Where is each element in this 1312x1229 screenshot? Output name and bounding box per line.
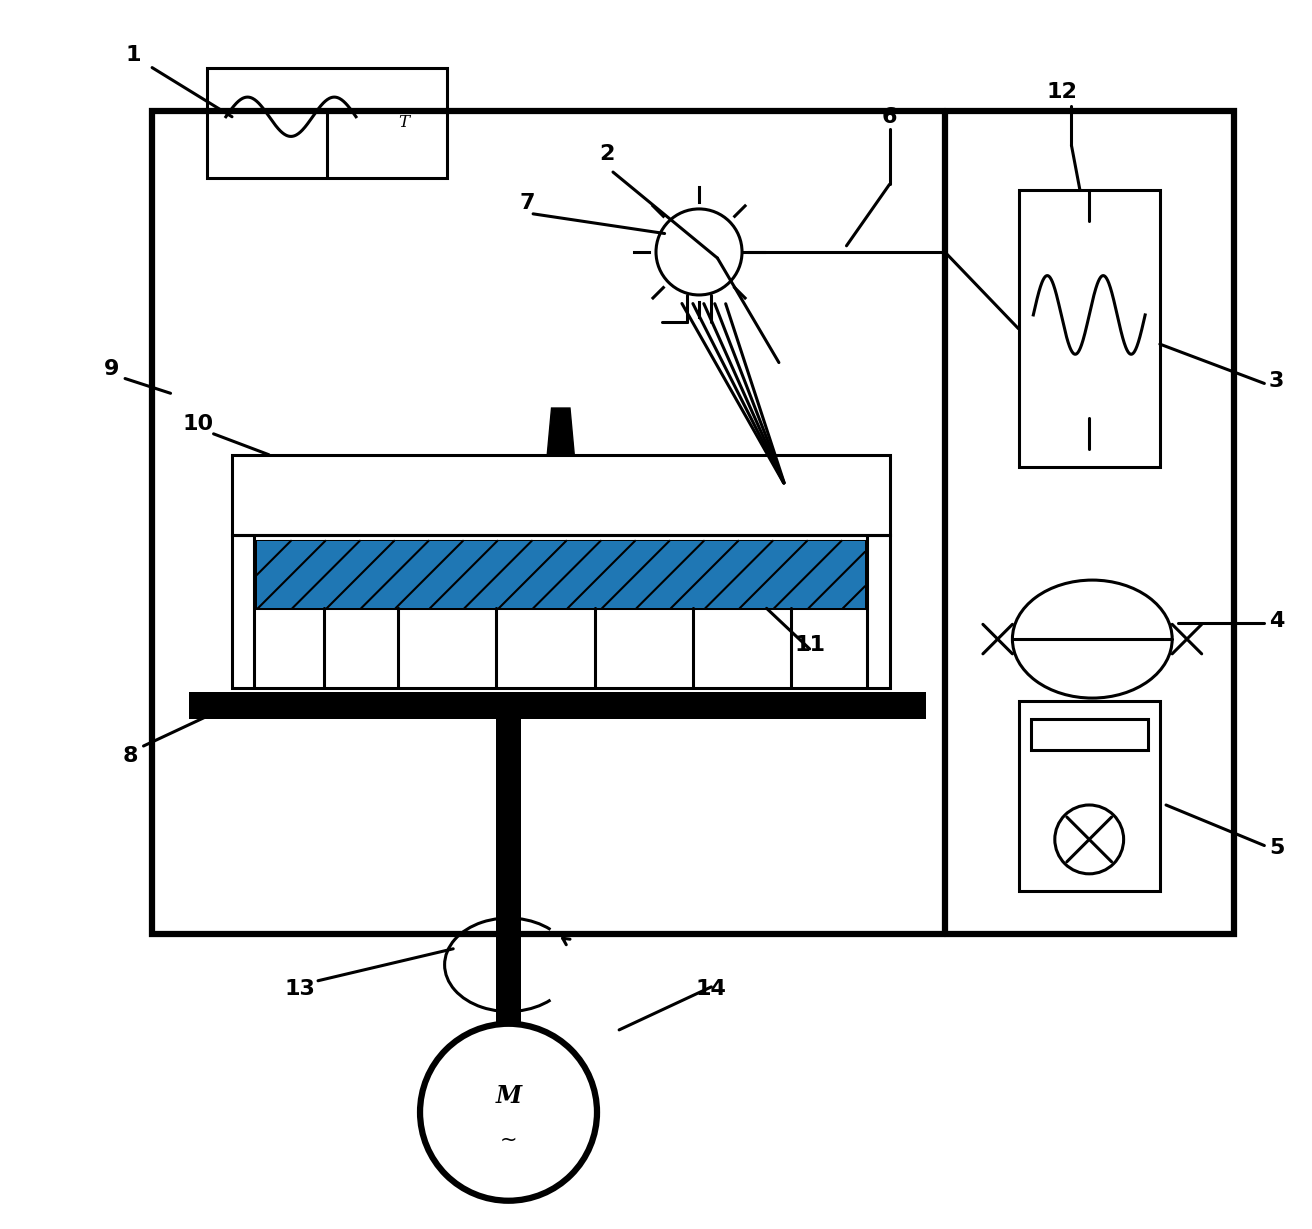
Text: 3: 3 <box>1269 371 1284 391</box>
Bar <box>207 68 447 178</box>
Text: 8: 8 <box>122 746 138 766</box>
Bar <box>232 535 890 688</box>
Text: ~: ~ <box>500 1129 517 1149</box>
Bar <box>1031 719 1148 750</box>
Text: T: T <box>399 114 409 132</box>
Text: 7: 7 <box>520 193 535 213</box>
Text: 13: 13 <box>285 980 315 999</box>
Text: 12: 12 <box>1046 82 1077 102</box>
Bar <box>189 692 926 719</box>
Text: 5: 5 <box>1269 838 1284 858</box>
Polygon shape <box>547 408 575 455</box>
Text: 11: 11 <box>794 635 825 655</box>
Bar <box>1018 701 1160 891</box>
Text: 6: 6 <box>882 107 897 127</box>
Bar <box>257 541 865 608</box>
Bar <box>496 719 521 1026</box>
Bar <box>257 541 865 608</box>
Text: M: M <box>496 1084 522 1109</box>
Bar <box>152 111 1233 934</box>
Bar <box>1018 190 1160 467</box>
Bar <box>232 455 890 535</box>
Text: 2: 2 <box>600 144 614 163</box>
Text: 4: 4 <box>1269 611 1284 630</box>
Text: 1: 1 <box>126 45 142 65</box>
Text: 14: 14 <box>695 980 727 999</box>
Text: 10: 10 <box>182 414 213 434</box>
Text: 9: 9 <box>104 359 119 379</box>
